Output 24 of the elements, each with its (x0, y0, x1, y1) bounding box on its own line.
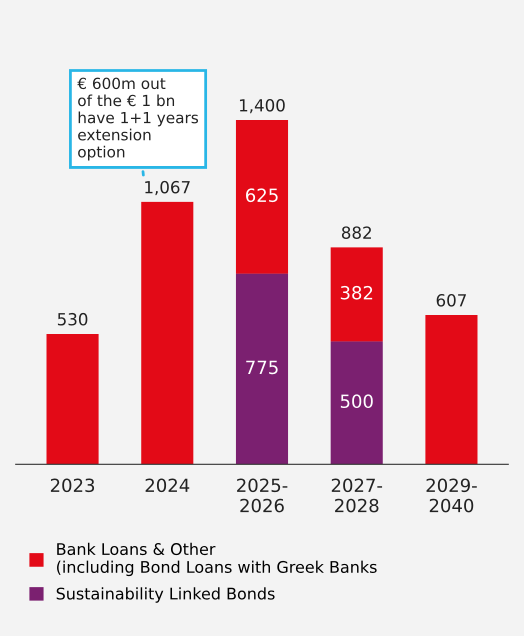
bar (330, 247, 383, 342)
bar (46, 334, 99, 464)
data-label: 625 (246, 188, 278, 202)
bar (425, 315, 478, 464)
total-label: 1,067 (145, 180, 190, 196)
data-label: 382 (340, 286, 372, 300)
annotation: € 600m out of the € 1 bn have 1+1 years extension option (77, 78, 198, 161)
bar (330, 341, 383, 464)
x-tick-label: 2023 (50, 478, 94, 492)
data-label: 500 (340, 394, 373, 408)
bar (141, 202, 194, 464)
x-tick-label: 2027- 2028 (332, 478, 382, 512)
bar (236, 274, 288, 464)
x-tick-label: 2029- 2040 (426, 478, 477, 512)
x-tick-label: 2024 (146, 478, 190, 492)
legend-label: Bank Loans & Other (including Bond Loans with Greek Banks (57, 542, 377, 576)
data-label: 775 (246, 360, 278, 374)
legend-label: Sustainability Linked Bonds (56, 587, 275, 603)
total-label: 1,400 (240, 98, 285, 114)
x-tick-label: 2025- 2026 (237, 478, 288, 512)
bar (236, 120, 288, 274)
total-label: 882 (342, 226, 371, 239)
total-label: 530 (58, 312, 88, 326)
total-label: 607 (436, 294, 466, 307)
